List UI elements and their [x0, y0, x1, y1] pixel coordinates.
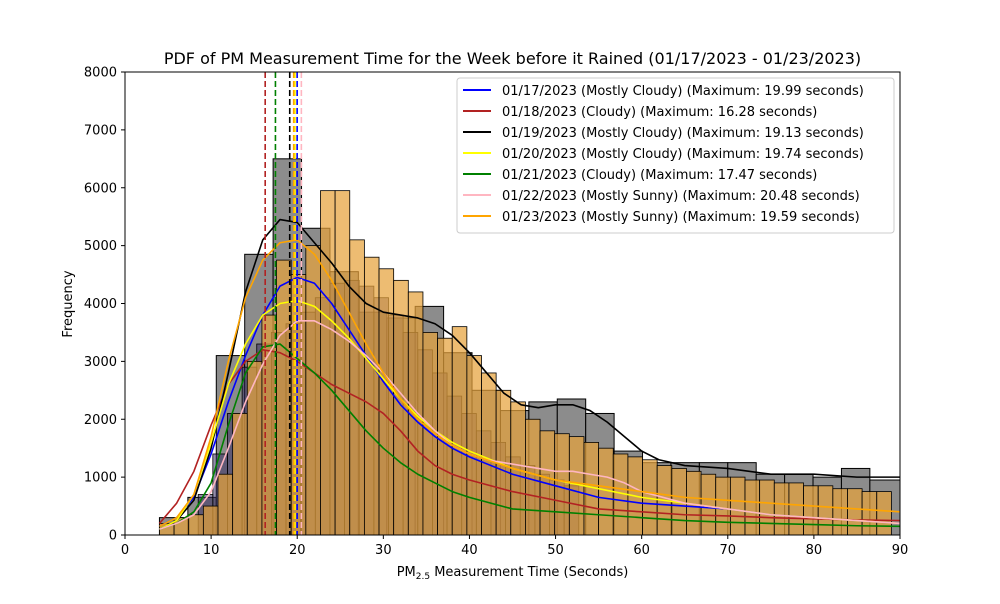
- histogram-bar-front-43: [788, 482, 804, 535]
- histogram-bar-front-15: [378, 268, 395, 535]
- x-tick-label-8: 80: [806, 543, 823, 558]
- y-tick-label-3: 3000: [84, 355, 117, 370]
- histogram-bar-front-3: [202, 505, 219, 535]
- histogram-bar-front-38: [715, 476, 731, 535]
- x-tick-label-7: 70: [720, 543, 737, 558]
- legend-label-4: 01/21/2023 (Cloudy) (Maximum: 17.47 seco…: [502, 168, 817, 183]
- histogram-bar-front-13: [349, 239, 365, 535]
- histogram-bar-front-22: [481, 372, 497, 535]
- legend-label-6: 01/23/2023 (Mostly Sunny) (Maximum: 19.5…: [502, 210, 860, 225]
- kde-curve-4: [159, 343, 900, 530]
- legend-box: [456, 77, 895, 234]
- histogram-bar-front-7: [261, 314, 277, 535]
- x-tick-label-3: 30: [375, 543, 392, 558]
- histogram-bar-front-10: [305, 245, 321, 535]
- histogram-bar-front-4: [217, 473, 234, 535]
- y-tick-label-2: 2000: [84, 413, 117, 428]
- kde-curve-2: [159, 218, 900, 530]
- histogram-bar-front-47: [847, 488, 863, 535]
- y-tick-label-5: 5000: [84, 239, 117, 254]
- histogram-bar-front-25: [525, 418, 541, 535]
- legend-label-2: 01/19/2023 (Mostly Cloudy) (Maximum: 19.…: [502, 126, 864, 141]
- kde-curve-0: [159, 276, 900, 528]
- histogram-bar-front-20: [451, 326, 468, 535]
- x-axis-label: PM2.5 Measurement Time (Seconds): [397, 565, 629, 582]
- x-tick-label-9: 90: [892, 543, 909, 558]
- histogram-bar-front-37: [700, 473, 717, 535]
- histogram-bar-front-41: [759, 479, 775, 535]
- kde-curve-1: [158, 349, 900, 524]
- x-tick-label-0: 0: [121, 543, 129, 558]
- legend-label-0: 01/17/2023 (Mostly Cloudy) (Maximum: 19.…: [502, 84, 864, 99]
- legend-label-1: 01/18/2023 (Cloudy) (Maximum: 16.28 seco…: [502, 105, 817, 120]
- histogram-bar-front-2: [188, 514, 204, 535]
- x-tick-label-1: 10: [203, 543, 220, 558]
- x-tick-label-6: 60: [633, 543, 650, 558]
- histogram-bar-front-27: [554, 433, 570, 535]
- legend: 01/17/2023 (Mostly Cloudy) (Maximum: 19.…: [456, 77, 895, 234]
- histogram-bar-front-21: [466, 355, 482, 535]
- y-tick-label-7: 7000: [84, 123, 117, 138]
- histogram-bar-front-14: [363, 256, 380, 535]
- histogram-bar-front-46: [832, 488, 848, 535]
- y-axis-label: Frequency: [61, 270, 76, 337]
- histogram-bar-front-44: [803, 485, 819, 535]
- y-tick-label-1: 1000: [84, 471, 117, 486]
- chart-title: PDF of PM Measurement Time for the Week …: [164, 49, 861, 68]
- legend-label-3: 01/20/2023 (Mostly Cloudy) (Maximum: 19.…: [502, 147, 864, 162]
- histogram-bar-front-45: [817, 485, 834, 535]
- legend-label-5: 01/22/2023 (Mostly Sunny) (Maximum: 20.4…: [502, 189, 860, 204]
- x-tick-label-4: 40: [461, 543, 478, 558]
- plot-area: [158, 72, 900, 535]
- histogram-bar-front-16: [393, 279, 409, 535]
- histogram-bar-front-48: [861, 491, 878, 535]
- x-tick-label-5: 50: [547, 543, 564, 558]
- y-tick-label-4: 4000: [84, 297, 117, 312]
- histogram-bar-front-42: [773, 482, 790, 535]
- x-tick-label-2: 20: [289, 543, 306, 558]
- histogram-bar-front-11: [320, 190, 336, 535]
- histogram-bar-front-6: [246, 360, 263, 535]
- y-tick-label-0: 0: [109, 529, 117, 544]
- histogram-bar-front-49: [876, 491, 892, 535]
- histogram-bar-front-12: [334, 190, 351, 535]
- histogram-bar-front-40: [744, 479, 761, 535]
- kde-curve-6: [159, 239, 900, 528]
- y-tick-label-6: 6000: [84, 181, 117, 196]
- y-tick-label-8: 8000: [84, 66, 117, 81]
- histogram-bar-front-39: [729, 476, 746, 535]
